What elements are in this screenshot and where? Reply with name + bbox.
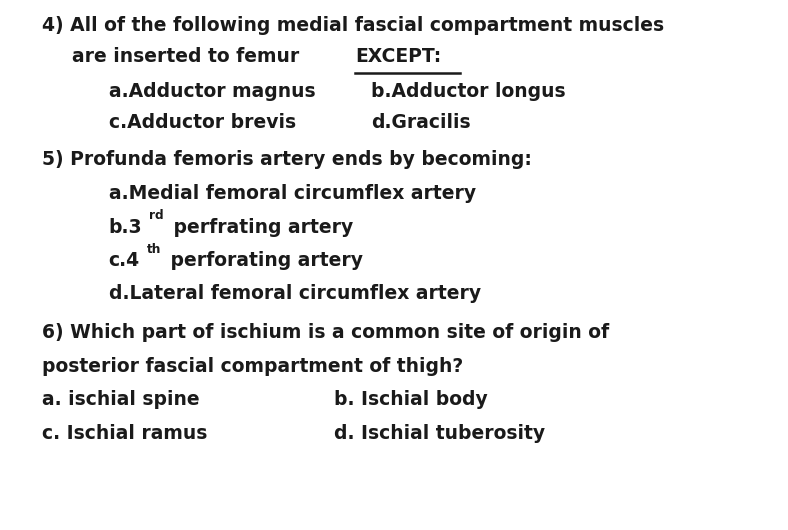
Text: c.4: c.4 bbox=[109, 251, 139, 270]
Text: c.Adductor brevis: c.Adductor brevis bbox=[109, 113, 296, 132]
Text: 4) All of the following medial fascial compartment muscles: 4) All of the following medial fascial c… bbox=[42, 15, 664, 34]
Text: th: th bbox=[147, 243, 161, 255]
Text: rd: rd bbox=[150, 209, 164, 222]
Text: perfrating artery: perfrating artery bbox=[167, 217, 354, 236]
Text: d.Lateral femoral circumflex artery: d.Lateral femoral circumflex artery bbox=[109, 285, 481, 304]
Text: are inserted to femur: are inserted to femur bbox=[72, 47, 306, 66]
Text: EXCEPT:: EXCEPT: bbox=[355, 47, 441, 66]
Text: perforating artery: perforating artery bbox=[164, 251, 362, 270]
Text: a.Medial femoral circumflex artery: a.Medial femoral circumflex artery bbox=[109, 184, 476, 204]
Text: 5) Profunda femoris artery ends by becoming:: 5) Profunda femoris artery ends by becom… bbox=[42, 150, 532, 169]
Text: a.Adductor magnus: a.Adductor magnus bbox=[109, 82, 315, 101]
Text: posterior fascial compartment of thigh?: posterior fascial compartment of thigh? bbox=[42, 357, 463, 376]
Text: b.Adductor longus: b.Adductor longus bbox=[371, 82, 566, 101]
Text: b. Ischial body: b. Ischial body bbox=[334, 390, 489, 409]
Text: c. Ischial ramus: c. Ischial ramus bbox=[42, 424, 207, 443]
Text: 6) Which part of ischium is a common site of origin of: 6) Which part of ischium is a common sit… bbox=[42, 323, 609, 342]
Text: b.3: b.3 bbox=[109, 217, 143, 236]
Text: d.Gracilis: d.Gracilis bbox=[371, 113, 471, 132]
Text: a. ischial spine: a. ischial spine bbox=[42, 390, 199, 409]
Text: d. Ischial tuberosity: d. Ischial tuberosity bbox=[334, 424, 545, 443]
